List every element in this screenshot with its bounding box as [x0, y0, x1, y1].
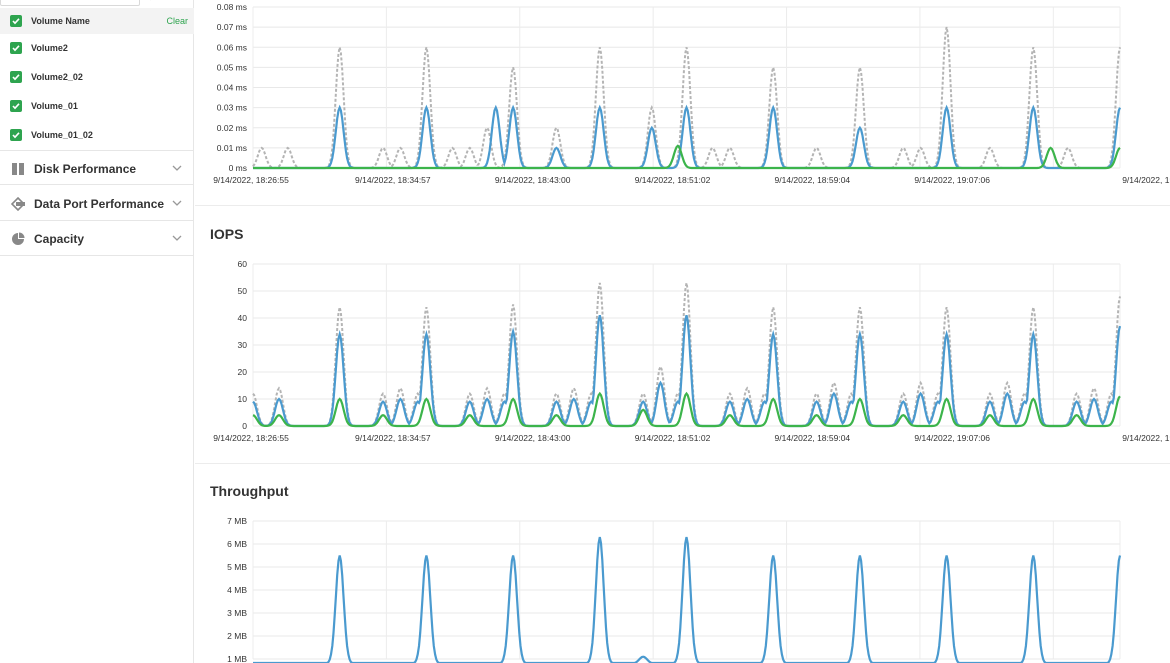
latency-chart: 0 ms 0.01 ms 0.02 ms 0.03 ms 0.04 ms 0.05 ms 0… — [213, 2, 1170, 185]
x-tick-label: 9/14/2022, 19:07:06 — [914, 175, 990, 185]
iops-chart-title: IOPS — [210, 226, 244, 242]
divider — [195, 205, 1170, 206]
y-tick-label: 0.05 ms — [217, 62, 247, 72]
iops-chart: 0 10 20 30 40 50 60 9/14/2022, 18:26:55 9/14/202… — [213, 259, 1170, 443]
select-all-checkbox[interactable] — [10, 15, 22, 27]
y-tick-label: 0.06 ms — [217, 42, 247, 52]
y-tick-label: 0.03 ms — [217, 103, 247, 113]
series-line — [252, 315, 1122, 428]
check-icon — [12, 45, 20, 52]
section-label: Data Port Performance — [34, 197, 165, 211]
disk-icon — [12, 163, 24, 175]
pie-chart-icon — [12, 232, 25, 245]
x-tick-label: 9/14/2022, 18:51:02 — [635, 433, 711, 443]
y-tick-label: 1 MB — [227, 654, 247, 663]
y-tick-label: 40 — [238, 313, 248, 323]
volume-checkbox[interactable] — [10, 129, 22, 141]
x-tick-label: 9/14/2022, 19:16:39 — [1122, 433, 1170, 443]
x-tick-label: 9/14/2022, 18:34:57 — [355, 433, 431, 443]
volume-item[interactable]: Volume_01 — [0, 94, 194, 118]
volume-item[interactable]: Volume_01_02 — [0, 123, 194, 147]
series-line — [253, 536, 1122, 663]
y-tick-label: 50 — [238, 286, 248, 296]
y-tick-label: 2 MB — [227, 631, 247, 641]
y-tick-label: 0 ms — [229, 163, 247, 173]
y-tick-label: 0.08 ms — [217, 2, 247, 12]
volume-checkbox[interactable] — [10, 100, 22, 112]
check-icon — [12, 103, 20, 110]
y-tick-label: 60 — [238, 259, 248, 269]
series-line — [252, 26, 1121, 169]
y-tick-label: 3 MB — [227, 608, 247, 618]
x-tick-label: 9/14/2022, 18:34:57 — [355, 175, 431, 185]
throughput-chart-title: Throughput — [210, 483, 289, 499]
volume-name-header: Volume Name — [31, 16, 90, 26]
x-tick-label: 9/14/2022, 19:16:39 — [1122, 175, 1170, 185]
y-tick-label: 6 MB — [227, 539, 247, 549]
volume-item[interactable]: Volume2_02 — [0, 65, 194, 89]
x-tick-label: 9/14/2022, 18:59:04 — [775, 175, 851, 185]
y-tick-label: 0.07 ms — [217, 22, 247, 32]
y-tick-label: 7 MB — [227, 516, 247, 526]
search-icon[interactable]: ⌕ — [150, 0, 156, 3]
clear-button[interactable]: Clear — [166, 16, 188, 26]
chevron-down-icon[interactable] — [172, 198, 182, 208]
volume-item[interactable]: Volume2 — [0, 36, 194, 60]
volume-list-header: Volume Name Clear — [0, 8, 194, 34]
x-tick-label: 9/14/2022, 18:59:04 — [775, 433, 851, 443]
x-tick-label: 9/14/2022, 18:26:55 — [213, 175, 289, 185]
x-tick-label: 9/14/2022, 18:51:02 — [635, 175, 711, 185]
y-tick-label: 0.02 ms — [217, 123, 247, 133]
chevron-down-icon[interactable] — [172, 163, 182, 173]
series-line — [252, 282, 1121, 427]
y-tick-label: 0.01 ms — [217, 143, 247, 153]
throughput-chart: 1 MB 2 MB 3 MB 4 MB 5 MB 6 MB 7 MB — [227, 516, 1122, 663]
volume-label: Volume_01_02 — [31, 130, 93, 140]
section-label: Capacity — [34, 232, 85, 246]
sidebar: ⌕ Volume Name Clear Volume2 Volume2_02 V… — [0, 0, 194, 663]
series-line — [253, 104, 1122, 170]
section-label: Disk Performance — [34, 162, 137, 176]
y-tick-label: 10 — [238, 394, 248, 404]
x-tick-label: 9/14/2022, 18:43:00 — [495, 433, 571, 443]
volume-checkbox[interactable] — [10, 42, 22, 54]
section-disk-performance[interactable]: Disk Performance — [0, 150, 194, 185]
x-tick-label: 9/14/2022, 18:26:55 — [213, 433, 289, 443]
series-line — [253, 144, 1121, 170]
chevron-down-icon[interactable] — [172, 233, 182, 243]
y-tick-label: 30 — [238, 340, 248, 350]
section-data-port-performance[interactable]: Data Port Performance — [0, 186, 194, 221]
y-tick-label: 0.04 ms — [217, 83, 247, 93]
y-tick-label: 5 MB — [227, 562, 247, 572]
series-line — [252, 391, 1121, 428]
volume-label: Volume_01 — [31, 101, 78, 111]
y-tick-label: 4 MB — [227, 585, 247, 595]
volume-label: Volume2_02 — [31, 72, 83, 82]
main-content: 0 ms 0.01 ms 0.02 ms 0.03 ms 0.04 ms 0.05 ms 0… — [195, 0, 1170, 663]
volume-search-input[interactable] — [0, 0, 140, 6]
check-icon — [12, 132, 20, 139]
x-tick-label: 9/14/2022, 18:43:00 — [495, 175, 571, 185]
volume-label: Volume2 — [31, 43, 68, 53]
check-icon — [12, 74, 20, 81]
data-port-icon — [11, 197, 25, 211]
section-capacity[interactable]: Capacity — [0, 221, 194, 256]
y-tick-label: 20 — [238, 367, 248, 377]
check-icon — [12, 18, 20, 25]
divider — [195, 463, 1170, 464]
y-tick-label: 0 — [242, 421, 247, 431]
x-tick-label: 9/14/2022, 19:07:06 — [914, 433, 990, 443]
volume-checkbox[interactable] — [10, 71, 22, 83]
